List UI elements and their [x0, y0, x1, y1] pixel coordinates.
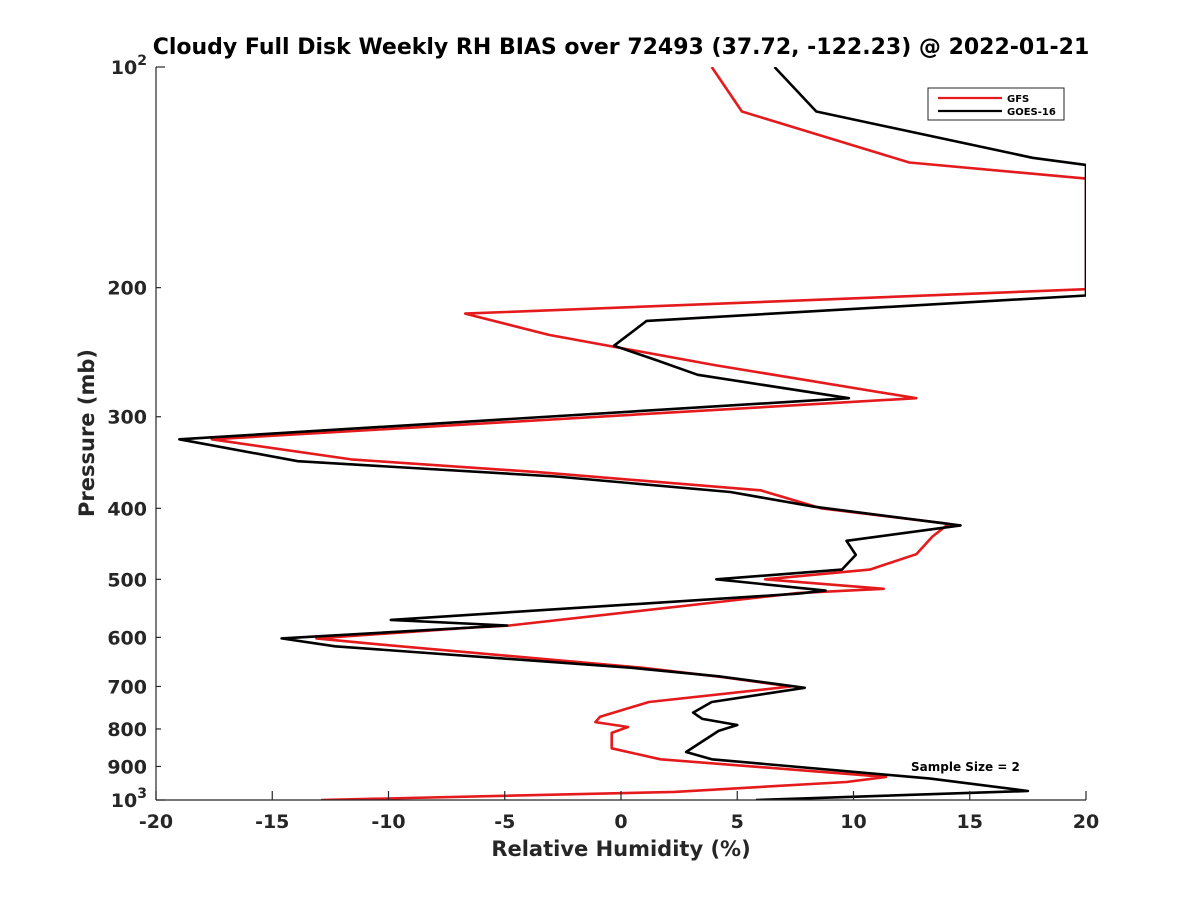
x-tick-label: 5: [731, 811, 744, 833]
x-tick-label: 10: [840, 811, 866, 833]
y-tick-label: 500: [107, 569, 147, 591]
y-tick-label: 800: [107, 719, 147, 741]
series-layer: [178, 67, 1086, 800]
x-axis-label: Relative Humidity (%): [491, 837, 750, 861]
y-tick-label: 700: [107, 676, 147, 698]
x-tick-label: -5: [494, 811, 515, 833]
x-tick-label: 20: [1073, 811, 1099, 833]
y-tick-label: 103: [111, 786, 147, 812]
legend-box: [927, 87, 1065, 121]
series-line-gfs: [210, 67, 1086, 800]
legend-label-gfs: GFS: [1007, 94, 1029, 105]
y-tick-label: 300: [107, 407, 147, 429]
x-tick-label: 0: [614, 811, 627, 833]
y-tick-label: 900: [107, 756, 147, 778]
y-tick-label: 200: [107, 278, 147, 300]
x-tick-label: -10: [371, 811, 405, 833]
y-axis-label: Pressure (mb): [75, 349, 99, 517]
y-tick-label: 400: [107, 498, 147, 520]
x-tick-label: -20: [139, 811, 173, 833]
legend: GFS GOES-16: [927, 87, 1065, 121]
x-ticks: -20 -15 -10 -5 0 5 10 15 20: [139, 791, 1099, 833]
y-tick-label: 600: [107, 627, 147, 649]
legend-label-goes16: GOES-16: [1007, 107, 1056, 118]
sample-size-annotation: Sample Size = 2: [911, 760, 1020, 774]
y-tick-label: 102: [111, 53, 147, 79]
y-ticks: 102 200 300 400 500 600 700 800 900 103: [107, 53, 165, 812]
chart-title: Cloudy Full Disk Weekly RH BIAS over 724…: [153, 35, 1090, 60]
x-tick-label: -15: [255, 811, 289, 833]
series-line-goes16: [178, 67, 1086, 800]
x-tick-label: 15: [957, 811, 983, 833]
